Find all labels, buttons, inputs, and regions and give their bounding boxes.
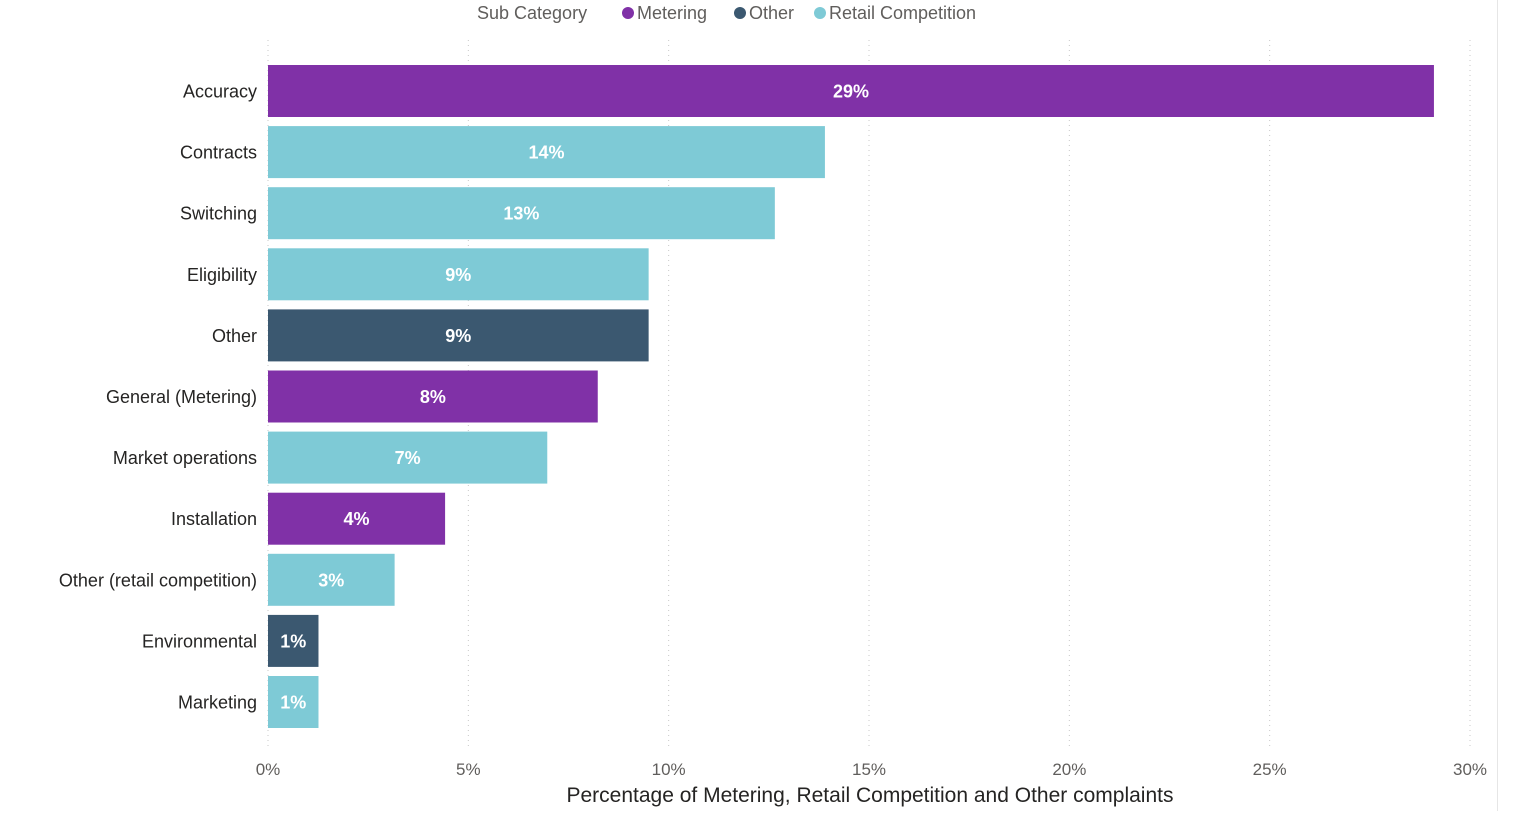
x-tick-label: 5% <box>456 760 481 779</box>
bar[interactable] <box>268 431 548 484</box>
data-label: 8% <box>420 387 446 407</box>
legend-marker-metering[interactable] <box>622 7 634 19</box>
bar[interactable] <box>268 676 319 728</box>
bar[interactable] <box>268 187 775 240</box>
category-label: Other (retail competition) <box>59 570 257 590</box>
bar[interactable] <box>268 309 649 362</box>
x-tick-label: 0% <box>256 760 281 779</box>
legend-marker-retail-competition[interactable] <box>814 7 826 19</box>
x-tick-label: 15% <box>852 760 886 779</box>
data-label: 14% <box>528 143 564 163</box>
category-label: Switching <box>180 204 257 224</box>
category-label: Eligibility <box>187 265 257 285</box>
bars: 29% 14% 13% 9% 9% 8% 7% 4% 3% 1% 1% <box>268 65 1434 728</box>
x-tick-label: 25% <box>1253 760 1287 779</box>
data-label: 13% <box>503 204 539 224</box>
legend-marker-other[interactable] <box>734 7 746 19</box>
bar[interactable] <box>268 126 825 179</box>
category-label: Accuracy <box>183 82 257 102</box>
x-tick-label: 30% <box>1453 760 1487 779</box>
data-label: 3% <box>318 570 344 590</box>
x-tick-label: 10% <box>652 760 686 779</box>
bar[interactable] <box>268 614 319 667</box>
data-label: 9% <box>445 265 471 285</box>
bar[interactable] <box>268 248 649 301</box>
legend-label-metering[interactable]: Metering <box>637 3 707 23</box>
category-label: Contracts <box>180 143 257 163</box>
x-tick-label: 20% <box>1052 760 1086 779</box>
panel-divider <box>1497 0 1498 811</box>
category-label: Installation <box>171 509 257 529</box>
data-label: 7% <box>395 448 421 468</box>
data-label: 29% <box>833 82 869 102</box>
category-labels: Accuracy Contracts Switching Eligibility Oth… <box>59 82 257 713</box>
category-label: Marketing <box>178 693 257 713</box>
category-label: Market operations <box>113 448 257 468</box>
category-label: Other <box>212 326 257 346</box>
bar[interactable] <box>268 65 1434 117</box>
data-label: 1% <box>280 631 306 651</box>
bar[interactable] <box>268 553 395 606</box>
bar[interactable] <box>268 492 446 545</box>
legend-title: Sub Category <box>477 3 587 23</box>
data-label: 1% <box>280 693 306 713</box>
x-axis-title: Percentage of Metering, Retail Competiti… <box>567 784 1174 807</box>
x-axis-ticks: 0% 5% 10% 15% 20% 25% 30% <box>256 760 1487 779</box>
data-label: 9% <box>445 326 471 346</box>
legend-label-other[interactable]: Other <box>749 3 794 23</box>
category-label: General (Metering) <box>106 387 257 407</box>
bar[interactable] <box>268 370 598 423</box>
data-label: 4% <box>344 509 370 529</box>
category-label: Environmental <box>142 631 257 651</box>
legend-label-retail-competition[interactable]: Retail Competition <box>829 3 976 23</box>
legend[interactable]: Sub Category Metering Other Retail Competit… <box>477 3 976 23</box>
